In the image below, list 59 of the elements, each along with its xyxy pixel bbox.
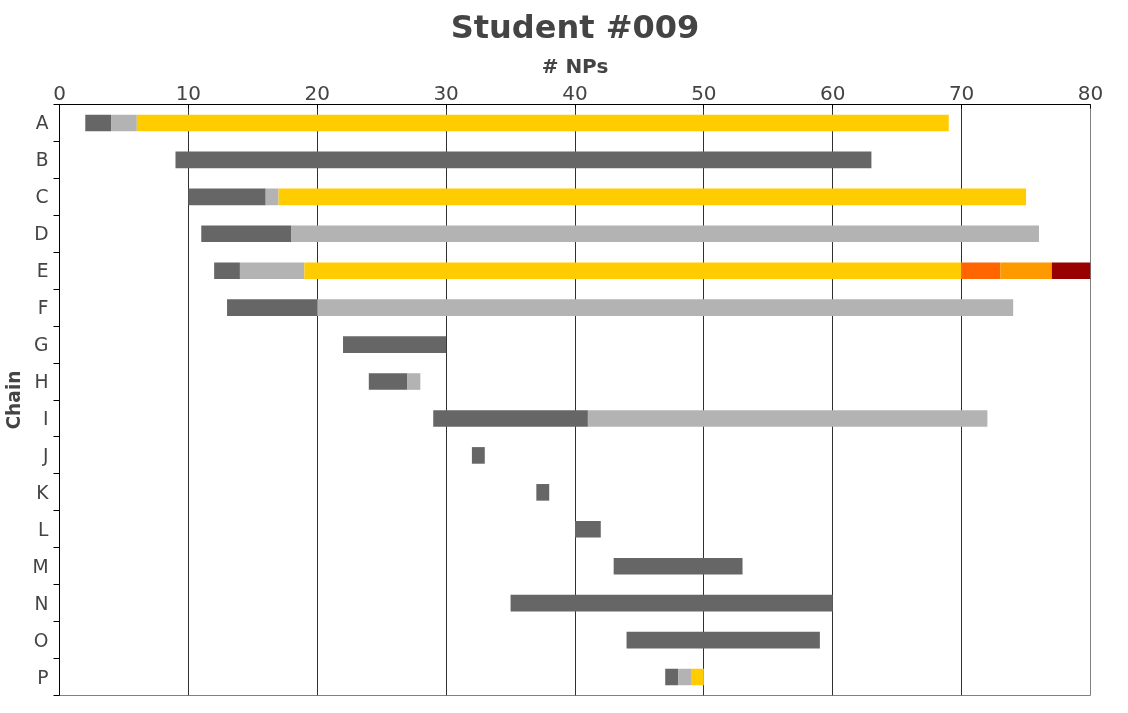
y-tick-label: C	[35, 186, 49, 208]
y-tick-label: I	[43, 407, 49, 429]
bar	[343, 336, 447, 353]
y-tick-label: N	[34, 592, 49, 614]
bar	[278, 188, 1027, 206]
bar	[690, 668, 704, 686]
bar	[304, 262, 962, 280]
y-tick-label: H	[34, 371, 49, 393]
y-tick-label: J	[42, 444, 49, 466]
y-tick-label: P	[37, 666, 49, 688]
bar	[471, 447, 485, 464]
bar	[188, 188, 266, 206]
y-tick-label: M	[32, 555, 49, 577]
bar	[575, 520, 601, 538]
y-tick-label: D	[34, 223, 49, 245]
bar	[214, 262, 240, 280]
y-tick-label: L	[38, 518, 50, 540]
bar	[407, 373, 421, 390]
y-tick-label: E	[36, 260, 49, 282]
bar	[368, 373, 408, 390]
x-tick-label: 0	[53, 80, 66, 105]
bar	[665, 668, 679, 686]
bar	[510, 594, 833, 612]
bar	[265, 188, 279, 206]
bar	[136, 114, 949, 132]
bar	[1051, 262, 1091, 280]
bar	[433, 410, 588, 427]
y-tick-label: O	[33, 629, 49, 651]
x-tick-label: 40	[562, 80, 588, 105]
x-axis-title: # NPs	[541, 53, 609, 78]
bar	[239, 262, 305, 280]
y-tick-label: K	[36, 481, 50, 503]
y-tick-label: G	[34, 334, 49, 356]
bar	[317, 299, 1014, 316]
x-tick-label: 30	[433, 80, 459, 105]
bar	[1000, 262, 1052, 280]
chart-title: Student #009	[450, 7, 700, 46]
bar	[175, 151, 872, 169]
bar	[626, 631, 820, 649]
y-tick-label: B	[35, 149, 49, 171]
bar	[613, 557, 743, 575]
bar	[291, 225, 1039, 243]
y-tick-label: F	[37, 297, 49, 319]
x-tick-label: 50	[691, 80, 717, 105]
bar	[85, 114, 112, 132]
y-axis-title: Chain	[3, 370, 25, 430]
bar	[587, 410, 988, 427]
x-tick-label: 60	[820, 80, 846, 105]
bar	[201, 225, 292, 243]
y-tick-label: A	[35, 112, 49, 134]
bar	[678, 668, 691, 686]
x-tick-label: 80	[1077, 80, 1104, 105]
bar	[111, 114, 137, 132]
x-tick-label: 70	[948, 80, 975, 105]
bar	[227, 299, 318, 316]
x-tick-label: 10	[175, 80, 202, 105]
x-tick-label: 20	[304, 80, 330, 105]
bar	[961, 262, 1001, 280]
bar	[536, 484, 550, 501]
